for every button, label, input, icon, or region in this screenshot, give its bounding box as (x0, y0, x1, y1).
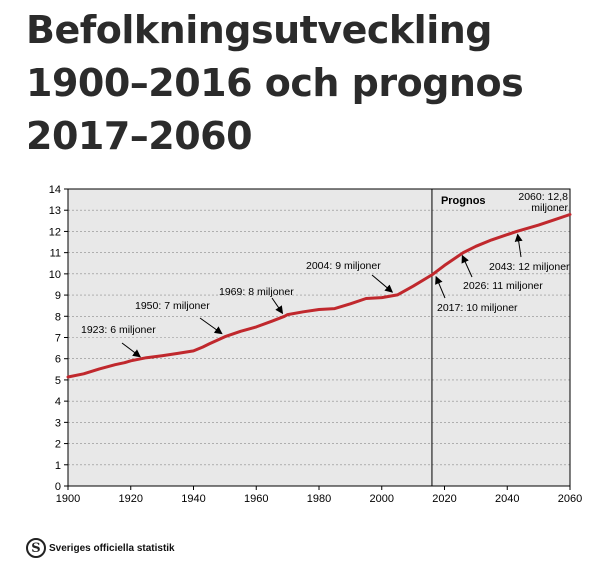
x-tick-label: 2000 (370, 493, 394, 505)
annotation-label: 2043: 12 miljoner (489, 261, 570, 273)
y-tick-label: 4 (55, 396, 61, 408)
y-tick-label: 9 (55, 290, 61, 302)
y-tick-label: 10 (49, 269, 61, 281)
y-tick-label: 0 (55, 481, 61, 493)
y-tick-label: 2 (55, 439, 61, 451)
plot-frame (67, 188, 571, 487)
plot-area (68, 189, 570, 486)
x-tick-label: 1940 (181, 493, 205, 505)
annotation-arrow (199, 317, 223, 335)
y-tick-label: 8 (55, 311, 61, 323)
annotation-arrow (514, 233, 523, 258)
annotation-arrow (371, 274, 394, 293)
annotation-label: 1969: 8 miljoner (219, 286, 294, 298)
x-tick-label: 1920 (119, 493, 143, 505)
series-line (66, 213, 572, 379)
annotation: 2043: 12 miljoner (489, 233, 570, 273)
x-tick-label: 1960 (244, 493, 268, 505)
annotation: 2026: 11 miljoner (461, 254, 543, 292)
y-tick-label: 3 (55, 417, 61, 429)
y-tick-label: 7 (55, 333, 61, 345)
x-tick-label: 2020 (432, 493, 456, 505)
title-line-2: 1900–2016 och prognos (26, 61, 524, 105)
forecast-label: Prognos (441, 195, 486, 207)
annotation-label: 1950: 7 miljoner (135, 300, 210, 312)
x-tick-label: 2060 (558, 493, 582, 505)
annotation-arrow (461, 254, 473, 278)
annotation-label: 2026: 11 miljoner (463, 280, 543, 292)
title-line-3: 2017–2060 (26, 114, 253, 158)
annotation-label: 1923: 6 miljoner (81, 324, 156, 336)
annotations: 1923: 6 miljoner 1950: 7 miljoner 1969: 8 … (81, 191, 570, 358)
annotation-label: 2017: 10 miljoner (437, 302, 518, 314)
annotation-arrow (271, 297, 284, 315)
annotation: 2017: 10 miljoner (435, 275, 518, 314)
y-tick-label: 6 (55, 354, 61, 366)
annotation: 1969: 8 miljoner (219, 286, 294, 315)
y-tick-label: 14 (49, 184, 61, 196)
x-tick-label: 1900 (56, 493, 80, 505)
annotation-label: 2004: 9 miljoner (306, 260, 381, 272)
annotation-arrow (121, 342, 141, 358)
footer: S Sveriges officiella statistik (26, 536, 175, 560)
annotation-arrow (435, 275, 446, 299)
y-tick-label: 5 (55, 375, 61, 387)
y-tick-label: 1 (55, 460, 61, 472)
y-tick-label: 13 (49, 205, 61, 217)
series-layer (66, 213, 572, 379)
footer-org: Sveriges officiella statistik (49, 542, 175, 554)
y-tick-label: 11 (50, 248, 61, 260)
x-tick-label: 1980 (307, 493, 331, 505)
y-tick-label: 12 (49, 226, 61, 238)
annotation-label: 2060: 12,8 (518, 191, 568, 203)
scb-logo-icon: S (26, 538, 46, 558)
annotation: 1923: 6 miljoner (81, 324, 156, 358)
annotation: 1950: 7 miljoner (135, 300, 223, 335)
annotation: 2004: 9 miljoner (306, 260, 394, 293)
x-tick-label: 2040 (495, 493, 519, 505)
chart-title: Befolkningsutveckling 1900–2016 och prog… (26, 4, 586, 163)
title-line-1: Befolkningsutveckling (26, 8, 492, 52)
forecast-divider: Prognos (431, 189, 486, 486)
annotation-label-line2: miljoner (531, 202, 568, 214)
